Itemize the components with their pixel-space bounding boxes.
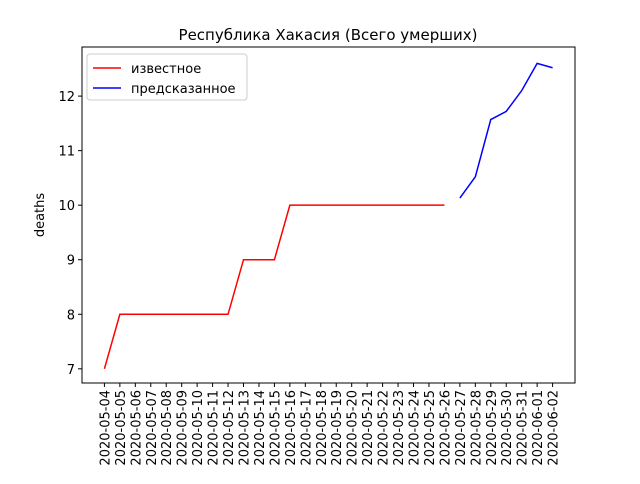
y-tick-label: 11 [58, 145, 75, 160]
y-tick-label: 9 [67, 254, 75, 269]
x-tick-label: 2020-05-18 [315, 390, 330, 466]
x-tick-label: 2020-05-14 [253, 390, 268, 466]
x-tick-label: 2020-05-06 [129, 390, 144, 466]
x-tick-label: 2020-05-20 [346, 390, 361, 466]
x-tick-label: 2020-05-05 [114, 390, 129, 466]
y-tick-label: 12 [58, 90, 75, 105]
y-axis-label: deaths [33, 193, 48, 238]
x-tick-label: 2020-05-23 [392, 390, 407, 466]
x-tick-label: 2020-05-16 [284, 390, 299, 466]
x-tick-label: 2020-05-27 [454, 390, 469, 466]
x-tick-label: 2020-05-15 [268, 390, 283, 466]
x-tick-label: 2020-05-08 [160, 390, 175, 466]
x-tick-label: 2020-05-17 [299, 390, 314, 466]
y-tick-label: 8 [67, 308, 75, 323]
x-tick-label: 2020-05-29 [485, 390, 500, 466]
x-tick-label: 2020-05-12 [222, 390, 237, 466]
legend-box [86, 53, 248, 101]
series-line [103, 204, 445, 370]
x-tick-label: 2020-06-02 [547, 390, 562, 466]
x-tick-label: 2020-05-10 [191, 390, 206, 466]
x-tick-label: 2020-05-31 [516, 390, 531, 466]
x-tick-label: 2020-05-09 [176, 390, 191, 466]
y-tick-label: 10 [58, 199, 75, 214]
legend-label: известное [131, 62, 201, 77]
x-tick-label: 2020-05-04 [98, 390, 113, 466]
x-tick-label: 2020-05-24 [408, 390, 423, 466]
x-tick-label: 2020-05-19 [330, 390, 345, 466]
x-tick-label: 2020-05-26 [438, 390, 453, 466]
x-tick-label: 2020-06-01 [531, 390, 546, 466]
series-line [459, 62, 553, 199]
legend-label: предсказанное [131, 82, 236, 97]
x-tick-label: 2020-05-30 [500, 390, 515, 466]
x-tick-label: 2020-05-13 [238, 390, 253, 466]
x-tick-label: 2020-05-21 [361, 390, 376, 466]
x-tick-label: 2020-05-25 [423, 390, 438, 466]
plot-frame [81, 46, 576, 384]
x-tick-label: 2020-05-28 [469, 390, 484, 466]
y-tick-label: 7 [67, 363, 75, 378]
chart-title: Республика Хакасия (Всего умерших) [179, 26, 478, 44]
x-tick-label: 2020-05-07 [145, 390, 160, 466]
x-tick-label: 2020-05-22 [377, 390, 392, 466]
x-tick-label: 2020-05-11 [207, 390, 222, 466]
